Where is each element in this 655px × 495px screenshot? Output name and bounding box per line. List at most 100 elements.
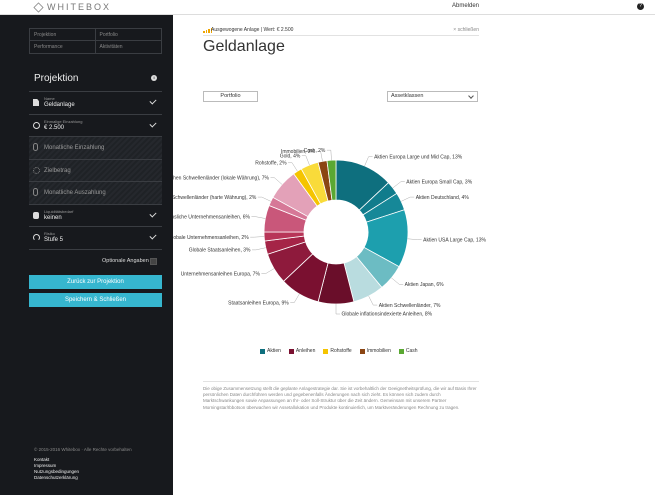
slice-leader-line xyxy=(251,216,266,219)
optional-checkbox[interactable] xyxy=(150,258,157,265)
logout-link[interactable]: Abmelden xyxy=(452,3,480,9)
legend-item: Anleihen xyxy=(288,348,316,354)
slice-label: Aktien Japan, 6% xyxy=(405,282,444,288)
tab-projektion[interactable]: Projektion xyxy=(30,29,96,41)
link-datenschutz[interactable]: Datenschutzerklärung xyxy=(34,475,78,480)
slice-label: Staatsanleihen Europa, 9% xyxy=(228,300,289,306)
asset-class-select[interactable]: Assetklassen xyxy=(387,91,478,102)
coin-icon xyxy=(33,121,40,129)
slice-leader-line xyxy=(301,155,310,166)
step-einzahlung-value: € 2.500 xyxy=(44,124,65,131)
legend-label: Cash xyxy=(405,348,418,354)
legend-swatch xyxy=(260,348,265,354)
step-list: Name Geldanlage Einmalige Einzahlung € 2… xyxy=(29,91,162,250)
check-icon xyxy=(149,232,157,240)
step-monatliche-auszahlung[interactable]: Monatliche Auszahlung xyxy=(29,182,162,205)
slice-label: Aktien Europa Large und Mid Cap, 13% xyxy=(374,154,463,160)
tab-aktivitaeten[interactable]: Aktivitäten xyxy=(99,44,123,50)
money-icon xyxy=(33,143,38,151)
pie-slice[interactable] xyxy=(326,159,337,201)
legend-label: Anleihen xyxy=(295,348,316,354)
step-name[interactable]: Name Geldanlage xyxy=(29,92,162,115)
portfolio-button[interactable]: Portfolio xyxy=(203,91,258,102)
whitebox-logo[interactable]: WHITEBOX xyxy=(33,1,112,13)
cube-icon xyxy=(33,1,44,13)
step-liquiditaetsbedarf[interactable]: Liquiditätsbedarf keinen xyxy=(29,205,162,227)
slice-leader-line xyxy=(316,151,323,162)
legend-swatch xyxy=(398,348,404,354)
link-impressum[interactable]: Impressum xyxy=(34,463,57,468)
money-icon xyxy=(33,188,38,196)
slice-leader-line xyxy=(401,196,415,202)
tab-portfolio[interactable]: Portfolio xyxy=(95,29,161,41)
link-nutzungsbedingungen[interactable]: Nutzungsbedingungen xyxy=(34,469,80,474)
step-risiko[interactable]: Risiko Stufe 5 xyxy=(29,227,162,250)
step-name-value: Geldanlage xyxy=(44,102,75,108)
slice-label: Hochverzinsliche Unternehmensanleihen, 6… xyxy=(173,214,251,220)
step-monatliche-einzahlung[interactable]: Monatliche Einzahlung xyxy=(29,137,162,160)
slice-label: Aktien USA Large Cap, 13% xyxy=(423,237,486,243)
info-icon[interactable]: i xyxy=(151,75,157,81)
step-zielbetrag[interactable]: Zielbetrag xyxy=(29,159,162,182)
disclaimer-text: Die obige Zusammensetzung stellt die gep… xyxy=(203,381,479,411)
help-icon[interactable]: ? xyxy=(637,3,644,10)
slice-label: Globale Staatsanleihen, 3% xyxy=(189,248,251,254)
tab-performance[interactable]: Performance xyxy=(30,41,96,53)
chevron-down-icon xyxy=(468,93,474,99)
slice-label: Unternehmensanleihen Europa, 7% xyxy=(181,271,261,277)
slice-label: Aktien Europa Small Cap, 3% xyxy=(406,179,472,185)
step-liquiditaet-value: keinen xyxy=(44,214,62,221)
slice-leader-line xyxy=(290,293,300,303)
slice-label: Aktien Schwellenländer, 7% xyxy=(379,303,441,309)
slice-leader-line xyxy=(261,268,275,274)
slice-leader-line xyxy=(364,156,373,167)
legend-label: Aktien xyxy=(267,348,281,354)
slice-leader-line xyxy=(407,238,422,240)
slice-leader-line xyxy=(251,247,266,251)
slice-label: Immobilien, 2% xyxy=(281,149,316,155)
risk-bars-icon xyxy=(203,28,212,33)
legend-label: Immobilien xyxy=(366,348,391,354)
logo-text: WHITEBOX xyxy=(47,2,112,12)
close-link[interactable]: × schließen xyxy=(453,27,479,33)
step-zielbetrag-label: Zielbetrag xyxy=(44,167,71,174)
slice-leader-line xyxy=(250,236,265,238)
legend-item: Cash xyxy=(398,348,418,354)
optional-label: Optionale Angaben xyxy=(102,258,149,264)
step-name-caption: Name xyxy=(44,96,55,101)
slice-leader-line xyxy=(270,177,283,185)
slice-label: Cash, 2% xyxy=(304,148,326,154)
doc-icon xyxy=(33,99,39,106)
legend-item: Aktien xyxy=(260,348,281,354)
slice-leader-line xyxy=(257,196,271,202)
main-content: Ausgewogene Anlage | Wert: € 2.500 × sch… xyxy=(173,15,655,495)
slice-label: Globale Unternehmensanleihen, 2% xyxy=(173,235,249,241)
legend-swatch xyxy=(323,348,329,354)
step-einmalige-einzahlung[interactable]: Einmalige Einzahlung € 2.500 xyxy=(29,115,162,137)
step-risiko-caption: Risiko xyxy=(44,231,55,236)
back-to-projection-button[interactable]: Zurück zur Projektion xyxy=(29,275,162,289)
slice-leader-line xyxy=(326,149,332,161)
gauge-icon xyxy=(33,234,40,241)
portfolio-badge: Ausgewogene Anlage | Wert: € 2.500 xyxy=(211,27,294,33)
save-and-close-button[interactable]: Speichern & Schließen xyxy=(29,293,162,307)
database-icon xyxy=(33,211,39,219)
legend-item: Rohstoffe xyxy=(323,348,352,354)
nav-tabs: Projektion Portfolio Performance Aktivit… xyxy=(29,28,162,54)
sidebar-title: Projektion xyxy=(34,73,79,84)
slice-leader-line xyxy=(335,304,340,315)
check-icon xyxy=(149,97,157,105)
step-risiko-value: Stufe 5 xyxy=(44,237,64,243)
legend-swatch xyxy=(359,348,365,354)
slice-label: Gold, 4% xyxy=(280,153,301,159)
step-liquiditaet-caption: Liquiditätsbedarf xyxy=(44,208,74,214)
slice-label: Rohstoffe, 2% xyxy=(255,160,287,166)
sidebar: Projektion Portfolio Performance Aktivit… xyxy=(0,15,173,495)
check-icon xyxy=(149,119,157,128)
step-monatliche-einzahlung-label: Monatliche Einzahlung xyxy=(44,145,105,151)
link-kontakt[interactable]: Kontakt xyxy=(34,457,50,462)
legend-label: Rohstoffe xyxy=(330,348,352,354)
allocation-pie-chart: Aktien Europa Large und Mid Cap, 13% Akti… xyxy=(173,148,487,318)
slice-label: Anleihen Schwellenländer (harte Währung)… xyxy=(173,195,257,201)
step-einzahlung-caption: Einmalige Einzahlung xyxy=(44,118,83,124)
